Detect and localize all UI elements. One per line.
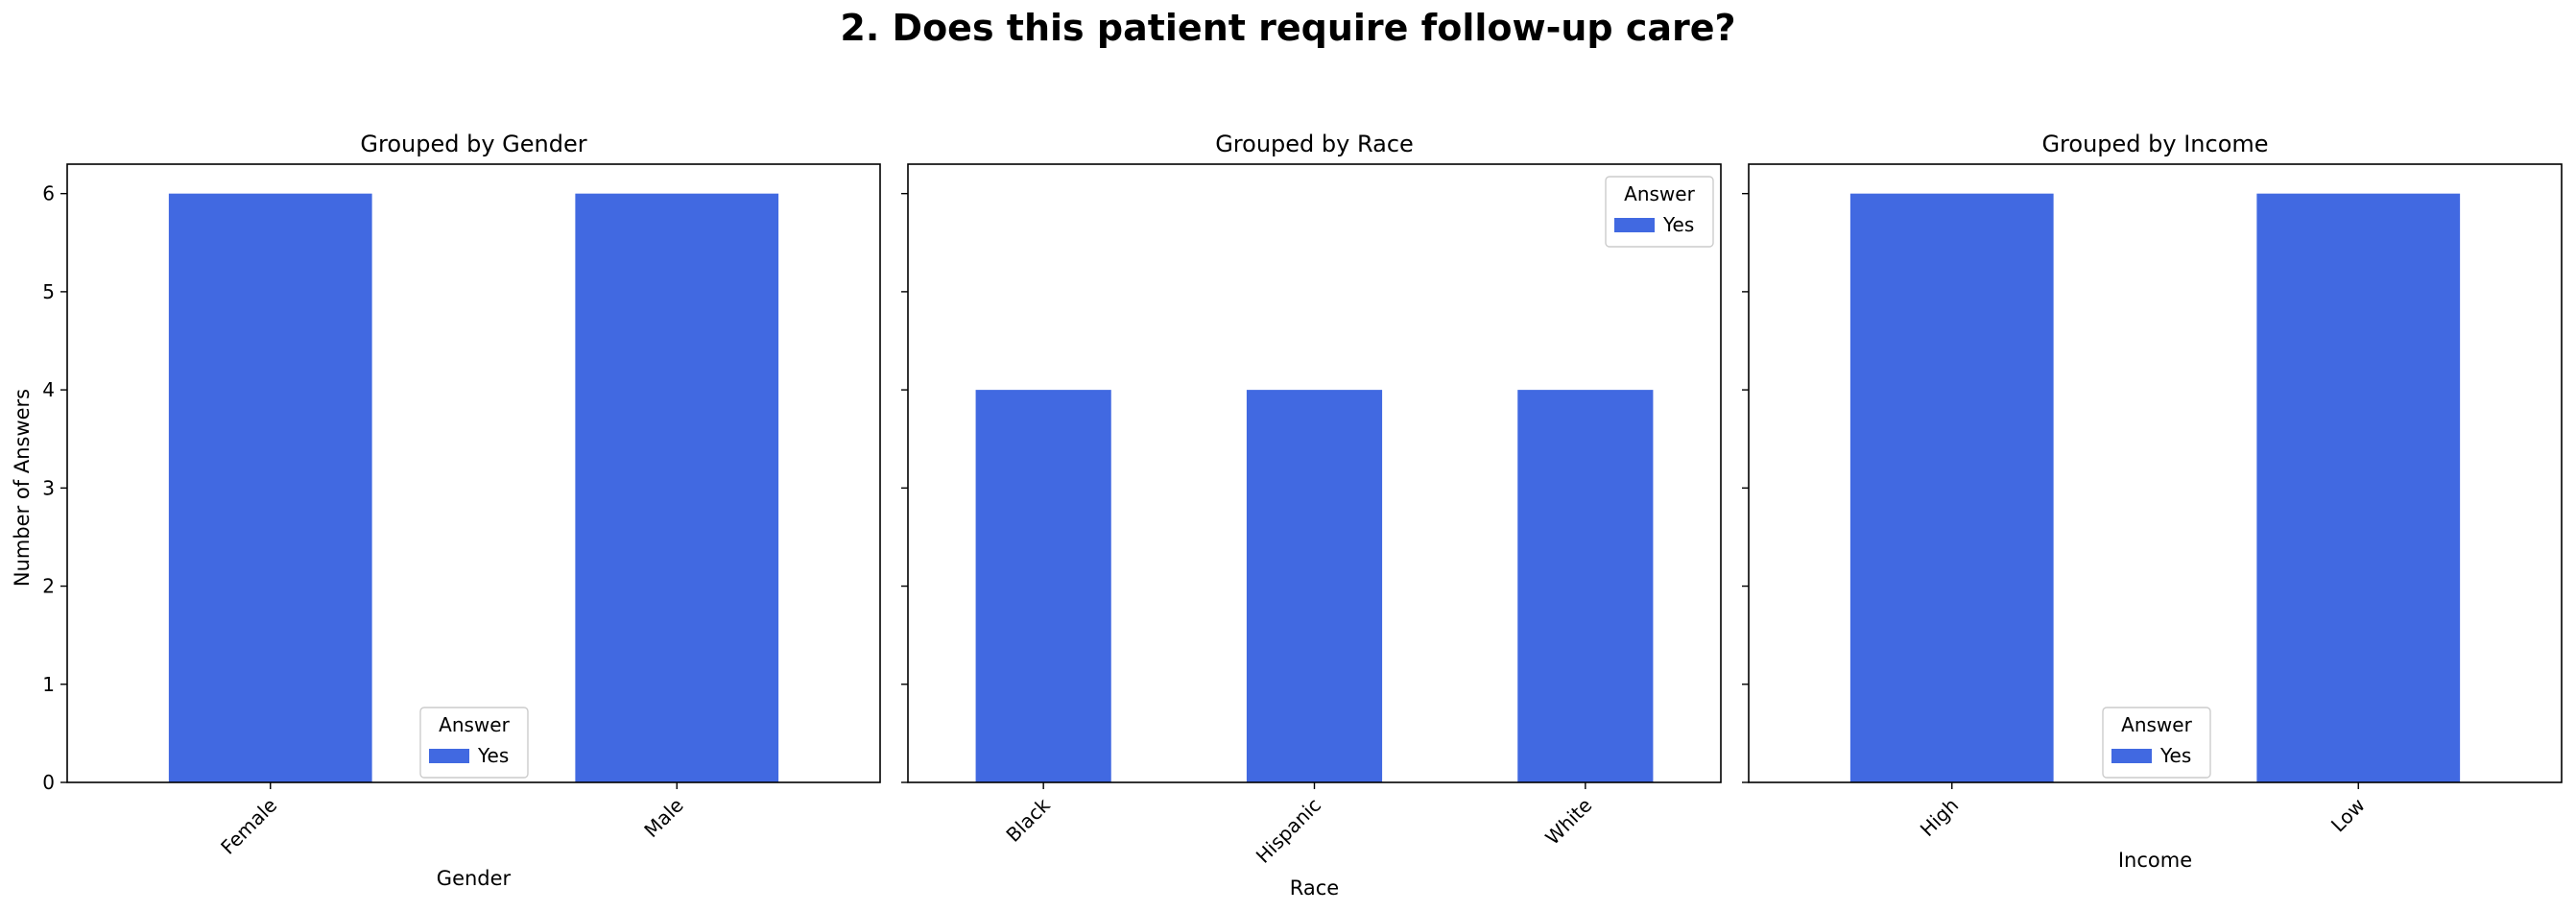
y-tick-label: 0 bbox=[42, 771, 55, 794]
x-tick-label: Hispanic bbox=[1252, 794, 1325, 868]
bar-female bbox=[168, 193, 372, 782]
panel-income: Grouped by Income Income Answer Yes High… bbox=[1742, 131, 2563, 872]
legend-swatch bbox=[429, 749, 469, 763]
bar-low bbox=[2256, 193, 2461, 782]
panel-title-race: Grouped by Race bbox=[1215, 131, 1414, 157]
panel-race: Grouped by Race Race Answer Yes Black His… bbox=[901, 131, 1722, 900]
y-tick-label: 1 bbox=[42, 673, 55, 696]
y-tick-label: 4 bbox=[42, 378, 55, 401]
legend-race: Answer Yes bbox=[1605, 176, 1714, 248]
panel-gender: Grouped by Gender Gender Answer Yes 0 1 2 3… bbox=[42, 131, 881, 890]
legend-label-gender-yes: Yes bbox=[477, 744, 509, 767]
legend-label-race-yes: Yes bbox=[1662, 213, 1694, 236]
x-axis-label-race: Race bbox=[1290, 876, 1339, 900]
x-tick-label: High bbox=[1916, 794, 1963, 841]
y-tick-label: 5 bbox=[42, 280, 55, 303]
x-axis-label-gender: Gender bbox=[437, 867, 512, 890]
bar-white bbox=[1517, 390, 1654, 782]
bar-black bbox=[975, 390, 1111, 782]
bar-high bbox=[1849, 193, 2054, 782]
axes-frame bbox=[1748, 163, 2563, 783]
legend-swatch bbox=[1614, 218, 1655, 232]
axes-frame bbox=[66, 163, 881, 783]
bar-male bbox=[575, 193, 779, 782]
x-tick-label: Male bbox=[639, 794, 687, 842]
x-tick-label: Low bbox=[2326, 794, 2370, 837]
legend-label-income-yes: Yes bbox=[2159, 744, 2191, 767]
legend-title-race: Answer bbox=[1624, 182, 1695, 205]
legend-title-income: Answer bbox=[2121, 713, 2192, 736]
panel-title-gender: Grouped by Gender bbox=[360, 131, 586, 157]
y-tick-label: 6 bbox=[42, 182, 55, 205]
x-axis-label-income: Income bbox=[2118, 849, 2192, 872]
x-tick-label: White bbox=[1540, 794, 1596, 850]
legend-title-gender: Answer bbox=[439, 713, 510, 736]
legend-swatch bbox=[2111, 749, 2152, 763]
x-tick-label: Black bbox=[1001, 793, 1055, 847]
x-tick-label: Female bbox=[216, 794, 281, 859]
y-tick-label: 2 bbox=[42, 575, 55, 598]
figure-title: 2. Does this patient require follow-up c… bbox=[840, 7, 1735, 49]
legend-gender: Answer Yes bbox=[419, 707, 529, 779]
legend-income: Answer Yes bbox=[2102, 707, 2211, 779]
panel-title-income: Grouped by Income bbox=[2041, 131, 2268, 157]
y-tick-label: 3 bbox=[42, 476, 55, 499]
bar-hispanic bbox=[1246, 390, 1383, 782]
y-axis-label: Number of Answers bbox=[11, 389, 34, 587]
